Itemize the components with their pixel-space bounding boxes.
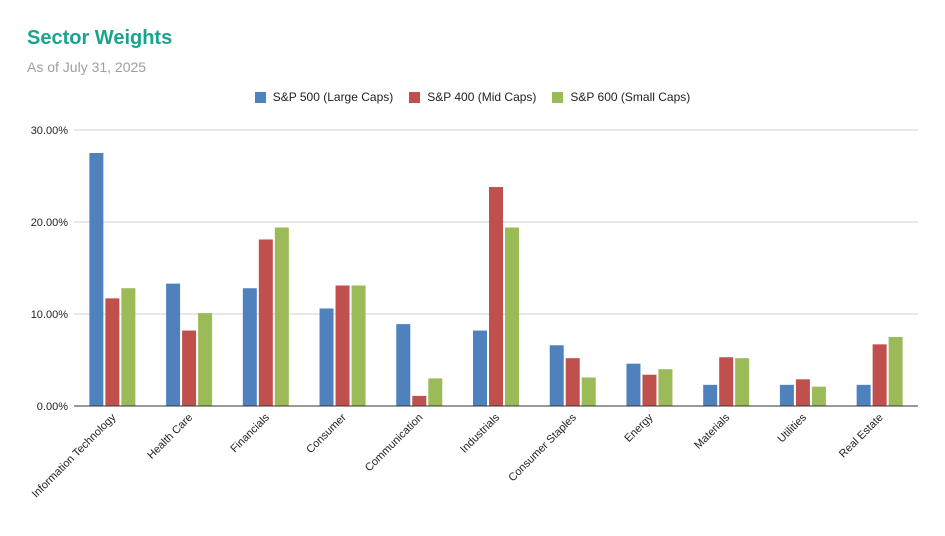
bar [335, 285, 350, 406]
bar [872, 344, 887, 406]
x-tick-label: Energy [622, 411, 655, 444]
bar [198, 313, 213, 406]
bar [121, 288, 136, 406]
x-tick-label: Real Estate [837, 412, 886, 461]
bar [642, 374, 657, 406]
bar [412, 395, 427, 406]
bar [489, 187, 503, 406]
legend-label-small-caps: S&P 600 (Small Caps) [570, 90, 691, 104]
bar [719, 357, 734, 406]
x-tick-label: Health Care [145, 412, 195, 462]
y-tick-label: 10.00% [31, 309, 69, 321]
y-tick-label: 0.00% [37, 401, 68, 413]
x-tick-label: Financials [228, 411, 272, 455]
bar [274, 227, 289, 406]
legend: S&P 500 (Large Caps) S&P 400 (Mid Caps) … [0, 90, 945, 104]
bar [396, 324, 411, 406]
bar [242, 288, 257, 406]
legend-item-mid-caps[interactable]: S&P 400 (Mid Caps) [409, 90, 536, 104]
bar [658, 369, 673, 406]
legend-swatch-large-caps [254, 91, 266, 103]
bar [182, 330, 197, 406]
legend-item-small-caps[interactable]: S&P 600 (Small Caps) [552, 90, 690, 104]
bar [795, 379, 810, 406]
bar [811, 386, 826, 406]
bar [735, 358, 750, 406]
legend-label-large-caps: S&P 500 (Large Caps) [272, 90, 394, 104]
bar [258, 239, 273, 406]
x-tick-label: Utilities [775, 411, 809, 445]
y-tick-label: 30.00% [31, 125, 69, 137]
x-tick-label: Communication [363, 412, 426, 475]
bar [549, 345, 564, 406]
x-tick-label: Information Technology [30, 411, 119, 500]
bar [428, 378, 443, 406]
bar [351, 285, 366, 406]
chart-title: Sector Weights [27, 27, 173, 49]
bar [565, 358, 580, 406]
y-tick-label: 20.00% [31, 217, 69, 229]
bar [581, 377, 596, 406]
x-tick-label: Consumer Staples [506, 411, 579, 484]
bar [105, 298, 120, 406]
legend-item-large-caps[interactable]: S&P 500 (Large Caps) [254, 90, 394, 104]
bar [505, 227, 519, 406]
chart-subtitle: As of July 31, 2025 [27, 59, 147, 75]
bar [626, 363, 641, 406]
bar [319, 308, 334, 406]
bar [888, 337, 903, 406]
legend-label-mid-caps: S&P 400 (Mid Caps) [427, 90, 537, 104]
bar [166, 283, 181, 406]
bar [703, 384, 718, 406]
legend-swatch-mid-caps [409, 91, 421, 103]
legend-swatch-small-caps [552, 91, 564, 103]
bar [473, 330, 487, 406]
x-tick-label: Industrials [458, 411, 502, 455]
bar [89, 153, 104, 406]
x-tick-label: Materials [692, 411, 732, 451]
x-tick-label: Consumer [304, 411, 349, 456]
bar [779, 384, 794, 406]
bar [856, 384, 871, 406]
